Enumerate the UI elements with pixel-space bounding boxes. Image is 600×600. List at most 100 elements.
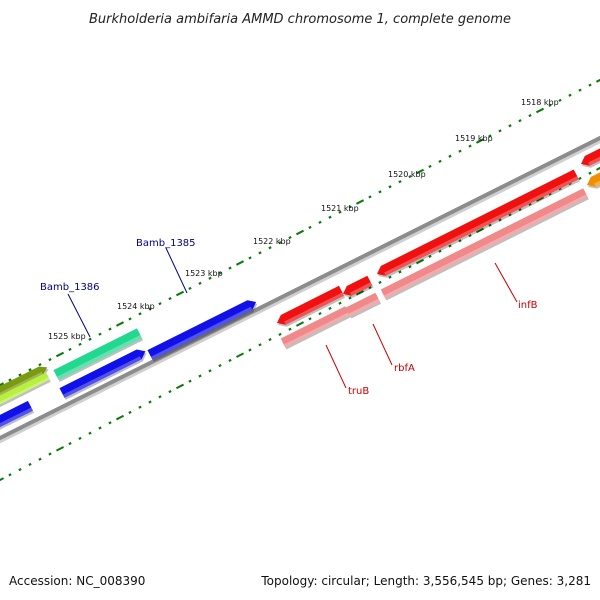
- inner-ring-minor-tick: [348, 296, 352, 300]
- outer-ring-minor-tick: [398, 180, 402, 184]
- inner-ring-major-tick: [295, 321, 305, 327]
- outer-ring-minor-tick: [128, 317, 132, 321]
- outer-ring-minor-tick: [28, 368, 32, 372]
- gene-trub-arrow[interactable]: [277, 285, 344, 325]
- outer-ring-minor-tick: [218, 271, 222, 275]
- outer-ring-minor-tick: [338, 210, 342, 214]
- outer-ring-minor-tick: [468, 144, 472, 148]
- gene-label-trub[interactable]: truB: [348, 386, 369, 397]
- inner-ring-minor-tick: [78, 436, 82, 440]
- gene-bamb-1385-arrow-highlight: [150, 306, 253, 360]
- tick-label-1522: 1522 kbp: [253, 237, 291, 246]
- map-title: Burkholderia ambifaria AMMD chromosome 1…: [89, 12, 511, 27]
- inner-ring-major-tick: [355, 290, 365, 296]
- outer-ring-minor-tick: [108, 327, 112, 331]
- tick-label-1523: 1523 kbp: [185, 269, 223, 278]
- gene-lime-arrow[interactable]: [0, 372, 50, 409]
- inner-ring-minor-tick: [308, 317, 312, 321]
- inner-tick-ring: [0, 166, 600, 482]
- inner-ring-minor-tick: [198, 374, 202, 378]
- outer-ring-minor-tick: [48, 358, 52, 362]
- inner-ring-minor-tick: [548, 192, 552, 196]
- outer-ring-minor-tick: [508, 124, 512, 128]
- inner-ring-minor-tick: [408, 265, 412, 269]
- outer-ring-minor-tick: [438, 159, 442, 163]
- tick-label-1524: 1524 kbp: [117, 302, 155, 311]
- inner-ring-minor-tick: [458, 239, 462, 243]
- outer-ring-minor-tick: [208, 276, 212, 280]
- callout-infb: [494, 262, 518, 303]
- inner-ring-minor-tick: [368, 286, 372, 290]
- outer-ring-minor-tick: [368, 195, 372, 199]
- inner-ring-minor-tick: [508, 213, 512, 217]
- outer-ring-minor-tick: [318, 220, 322, 224]
- outer-ring-minor-tick: [18, 373, 22, 377]
- inner-ring-minor-tick: [148, 400, 152, 404]
- gene-label-rbfa[interactable]: rbfA: [394, 363, 415, 374]
- feature-infb-pink[interactable]: [380, 188, 588, 299]
- gene-upper-red-arrow[interactable]: [581, 145, 600, 166]
- inner-ring-minor-tick: [138, 405, 142, 409]
- feature-rbfa-pink-highlight: [348, 298, 380, 317]
- inner-ring-minor-tick: [498, 218, 502, 222]
- inner-ring-major-tick: [535, 196, 545, 202]
- inner-ring-minor-tick: [188, 379, 192, 383]
- outer-ring-minor-tick: [488, 134, 492, 138]
- outer-ring-major-tick: [355, 199, 365, 205]
- outer-ring-minor-tick: [148, 307, 152, 311]
- gene-orange-arrow-highlight: [594, 180, 600, 187]
- callout-rbfa: [372, 323, 393, 366]
- inner-ring-minor-tick: [518, 208, 522, 212]
- gene-lower-blue-left-arrow[interactable]: [0, 400, 33, 431]
- gene-trub-arrow-highlight: [284, 292, 344, 325]
- gene-orange-arrow[interactable]: [587, 169, 600, 187]
- inner-ring-minor-tick: [438, 249, 442, 253]
- inner-ring-minor-tick: [18, 468, 22, 472]
- inner-ring-minor-tick: [378, 280, 382, 284]
- inner-ring-minor-tick: [488, 223, 492, 227]
- gene-rbfa-arrow[interactable]: [343, 275, 373, 296]
- gene-bamb-1386-arrow[interactable]: [59, 349, 146, 398]
- inner-ring-minor-tick: [288, 327, 292, 331]
- gene-olive-arrow[interactable]: [0, 366, 48, 401]
- outer-ring-minor-tick: [158, 302, 162, 306]
- inner-ring-minor-tick: [318, 312, 322, 316]
- gene-teal-arrow[interactable]: [53, 328, 142, 380]
- outer-ring-minor-tick: [378, 190, 382, 194]
- gene-infb-arrow[interactable]: [377, 169, 579, 276]
- feature-rbfa-pink[interactable]: [345, 292, 380, 317]
- gene-upper-red-arrow-highlight: [588, 156, 600, 166]
- tick-label-1521: 1521 kbp: [321, 204, 359, 213]
- outer-ring-minor-tick: [258, 251, 262, 255]
- tick-labels: 1518 kbp 1519 kbp 1520 kbp 1521 kbp 1522…: [48, 98, 559, 341]
- feature-track: [0, 145, 600, 431]
- gene-infb-arrow-highlight: [384, 176, 579, 276]
- gene-label-infb[interactable]: infB: [518, 300, 538, 311]
- tick-label-1519: 1519 kbp: [455, 134, 493, 143]
- outer-ring-minor-tick: [8, 378, 12, 382]
- feature-trub-pink[interactable]: [280, 306, 350, 348]
- inner-ring-minor-tick: [28, 462, 32, 466]
- outer-ring-minor-tick: [568, 93, 572, 97]
- inner-ring-minor-tick: [108, 421, 112, 425]
- gene-bamb-1385-arrow[interactable]: [147, 300, 257, 360]
- outer-ring-minor-tick: [558, 98, 562, 102]
- outer-ring-minor-tick: [288, 236, 292, 240]
- outer-ring-minor-tick: [188, 286, 192, 290]
- gene-bamb-1386-arrow-highlight: [62, 356, 142, 398]
- inner-ring-minor-tick: [258, 343, 262, 347]
- inner-ring-minor-tick: [158, 395, 162, 399]
- outer-ring-minor-tick: [498, 129, 502, 133]
- inner-ring-minor-tick: [218, 364, 222, 368]
- gene-label-bamb-1386[interactable]: Bamb_1386: [40, 282, 100, 293]
- gene-lower-blue-left-arrow-highlight: [0, 407, 33, 428]
- gene-label-bamb-1385[interactable]: Bamb_1385: [136, 238, 196, 249]
- outer-ring-minor-tick: [408, 175, 412, 179]
- backbone-line: [0, 135, 600, 441]
- outer-ring-major-tick: [115, 321, 125, 327]
- inner-ring-major-tick: [595, 166, 600, 171]
- inner-ring-minor-tick: [88, 431, 92, 435]
- outer-ring-minor-tick: [388, 185, 392, 189]
- outer-ring-minor-tick: [348, 205, 352, 209]
- inner-ring-major-tick: [235, 352, 245, 358]
